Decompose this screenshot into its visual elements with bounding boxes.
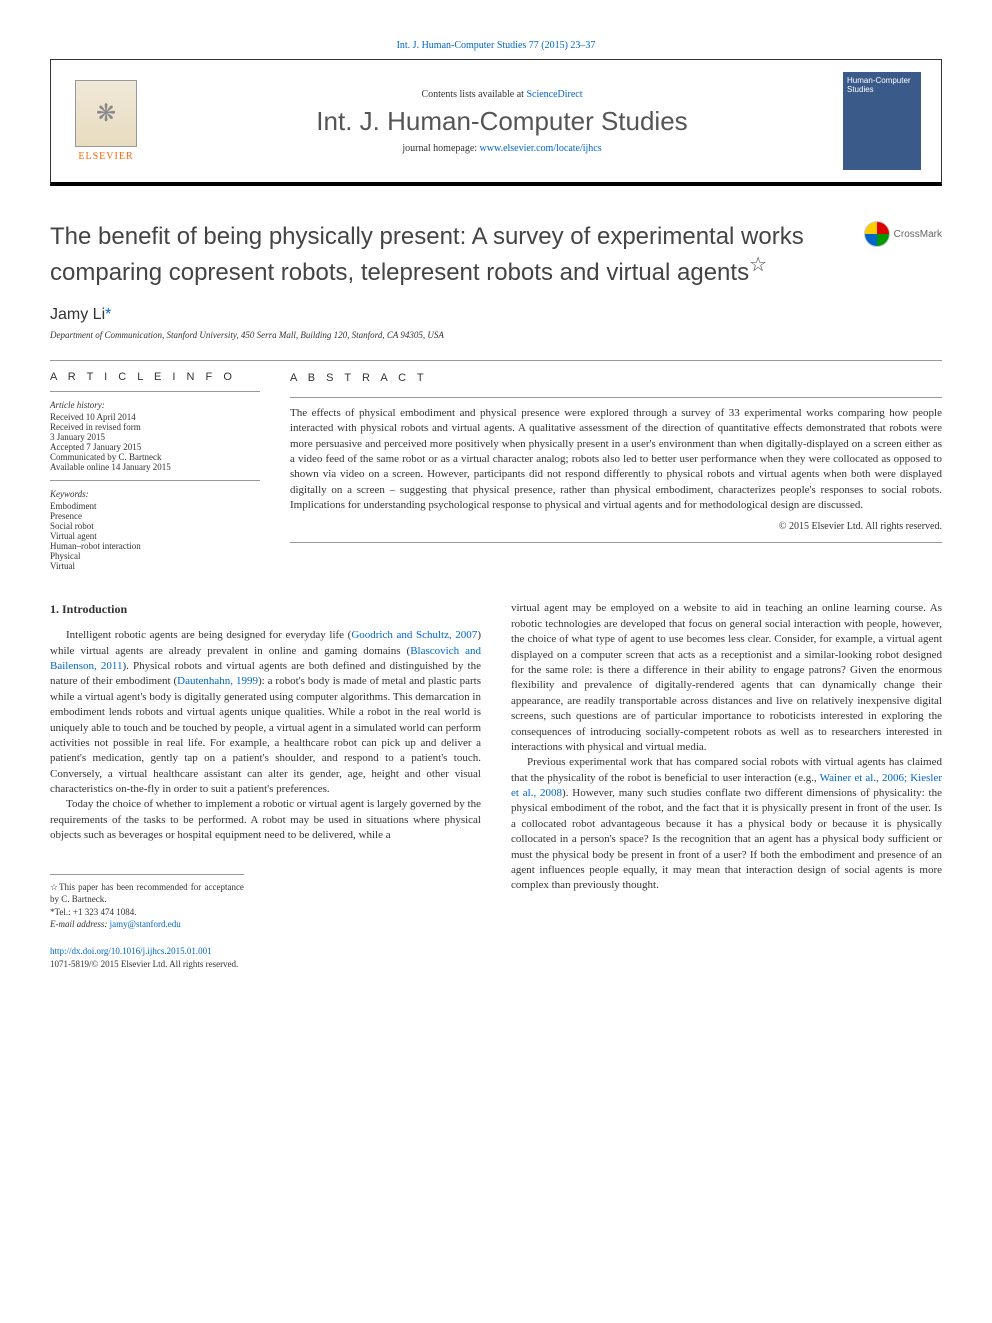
keyword: Human–robot interaction xyxy=(50,541,260,551)
crossmark-icon xyxy=(864,221,890,247)
cover-text: Human-Computer Studies xyxy=(847,76,917,94)
paragraph: Today the choice of whether to implement… xyxy=(50,797,481,843)
crossmark-badge[interactable]: CrossMark xyxy=(864,221,942,247)
history-line: Accepted 7 January 2015 xyxy=(50,442,260,452)
email-label: E-mail address: xyxy=(50,919,110,929)
abstract-copyright: © 2015 Elsevier Ltd. All rights reserved… xyxy=(290,520,942,534)
article-title: The benefit of being physically present:… xyxy=(50,221,864,288)
page-container: Int. J. Human-Computer Studies 77 (2015)… xyxy=(0,0,992,1010)
article-info: A R T I C L E I N F O Article history: R… xyxy=(50,371,260,571)
keyword: Embodiment xyxy=(50,501,260,511)
abstract: A B S T R A C T The effects of physical … xyxy=(290,371,942,571)
title-row: The benefit of being physically present:… xyxy=(50,186,942,292)
divider xyxy=(50,360,942,361)
crossmark-label: CrossMark xyxy=(894,229,942,240)
keyword: Virtual agent xyxy=(50,531,260,541)
header-center: Contents lists available at ScienceDirec… xyxy=(161,89,843,154)
citation-link[interactable]: Dautenhahn, 1999 xyxy=(177,675,258,687)
doi-link[interactable]: http://dx.doi.org/10.1016/j.ijhcs.2015.0… xyxy=(50,946,212,956)
section-heading: 1. Introduction xyxy=(50,601,481,618)
journal-ref-link[interactable]: Int. J. Human-Computer Studies 77 (2015)… xyxy=(397,40,596,51)
keyword: Virtual xyxy=(50,561,260,571)
keyword: Presence xyxy=(50,511,260,521)
abstract-divider xyxy=(290,397,942,398)
history-line: 3 January 2015 xyxy=(50,432,260,442)
article-info-heading: A R T I C L E I N F O xyxy=(50,371,260,383)
info-divider xyxy=(50,391,260,392)
keywords-label: Keywords: xyxy=(50,489,260,499)
abstract-text: The effects of physical embodiment and p… xyxy=(290,406,942,514)
column-right: virtual agent may be employed on a websi… xyxy=(511,601,942,970)
journal-header: ❋ ELSEVIER Contents lists available at S… xyxy=(50,59,942,186)
text-run: ): a robot's body is made of metal and p… xyxy=(50,675,481,795)
paragraph: virtual agent may be employed on a websi… xyxy=(511,601,942,755)
text-run: Intelligent robotic agents are being des… xyxy=(66,629,351,641)
abstract-heading: A B S T R A C T xyxy=(290,371,942,386)
contents-prefix: Contents lists available at xyxy=(421,89,526,100)
history-line: Available online 14 January 2015 xyxy=(50,462,260,472)
history-line: Received in revised form xyxy=(50,422,260,432)
author-corresponding-mark[interactable]: * xyxy=(105,306,111,323)
contents-line: Contents lists available at ScienceDirec… xyxy=(161,89,843,100)
email-link[interactable]: jamy@stanford.edu xyxy=(110,919,181,929)
homepage-prefix: journal homepage: xyxy=(402,143,479,154)
info-abstract-row: A R T I C L E I N F O Article history: R… xyxy=(50,371,942,571)
publisher-logo: ❋ ELSEVIER xyxy=(71,76,141,166)
affiliation: Department of Communication, Stanford Un… xyxy=(50,330,942,340)
publisher-name: ELSEVIER xyxy=(78,151,133,162)
body-columns: 1. Introduction Intelligent robotic agen… xyxy=(50,601,942,970)
footnote: ☆This paper has been recommended for acc… xyxy=(50,881,244,906)
history-line: Received 10 April 2014 xyxy=(50,412,260,422)
footnote: E-mail address: jamy@stanford.edu xyxy=(50,918,244,931)
title-text: The benefit of being physically present:… xyxy=(50,223,804,286)
doi-block: http://dx.doi.org/10.1016/j.ijhcs.2015.0… xyxy=(50,945,481,970)
paragraph: Intelligent robotic agents are being des… xyxy=(50,628,481,797)
sciencedirect-link[interactable]: ScienceDirect xyxy=(526,89,582,100)
abstract-divider-bottom xyxy=(290,542,942,543)
citation-link[interactable]: Goodrich and Schultz, 2007 xyxy=(351,629,477,641)
footnote: *Tel.: +1 323 474 1084. xyxy=(50,906,244,919)
column-left: 1. Introduction Intelligent robotic agen… xyxy=(50,601,481,970)
author-name: Jamy Li xyxy=(50,306,105,323)
issn-line: 1071-5819/© 2015 Elsevier Ltd. All right… xyxy=(50,958,481,971)
homepage-line: journal homepage: www.elsevier.com/locat… xyxy=(161,143,843,154)
title-note-mark: ☆ xyxy=(749,254,767,276)
journal-title: Int. J. Human-Computer Studies xyxy=(161,106,843,137)
history-line: Communicated by C. Bartneck xyxy=(50,452,260,462)
keyword: Physical xyxy=(50,551,260,561)
journal-reference: Int. J. Human-Computer Studies 77 (2015)… xyxy=(50,40,942,51)
homepage-link[interactable]: www.elsevier.com/locate/ijhcs xyxy=(480,143,602,154)
paragraph: Previous experimental work that has comp… xyxy=(511,755,942,894)
journal-cover-icon: Human-Computer Studies xyxy=(843,72,921,170)
text-run: ). However, many such studies conflate t… xyxy=(511,787,942,891)
history-label: Article history: xyxy=(50,400,260,410)
footnotes: ☆This paper has been recommended for acc… xyxy=(50,874,244,931)
info-divider xyxy=(50,480,260,481)
author-line: Jamy Li* xyxy=(50,306,942,324)
keyword: Social robot xyxy=(50,521,260,531)
elsevier-tree-icon: ❋ xyxy=(75,80,137,147)
